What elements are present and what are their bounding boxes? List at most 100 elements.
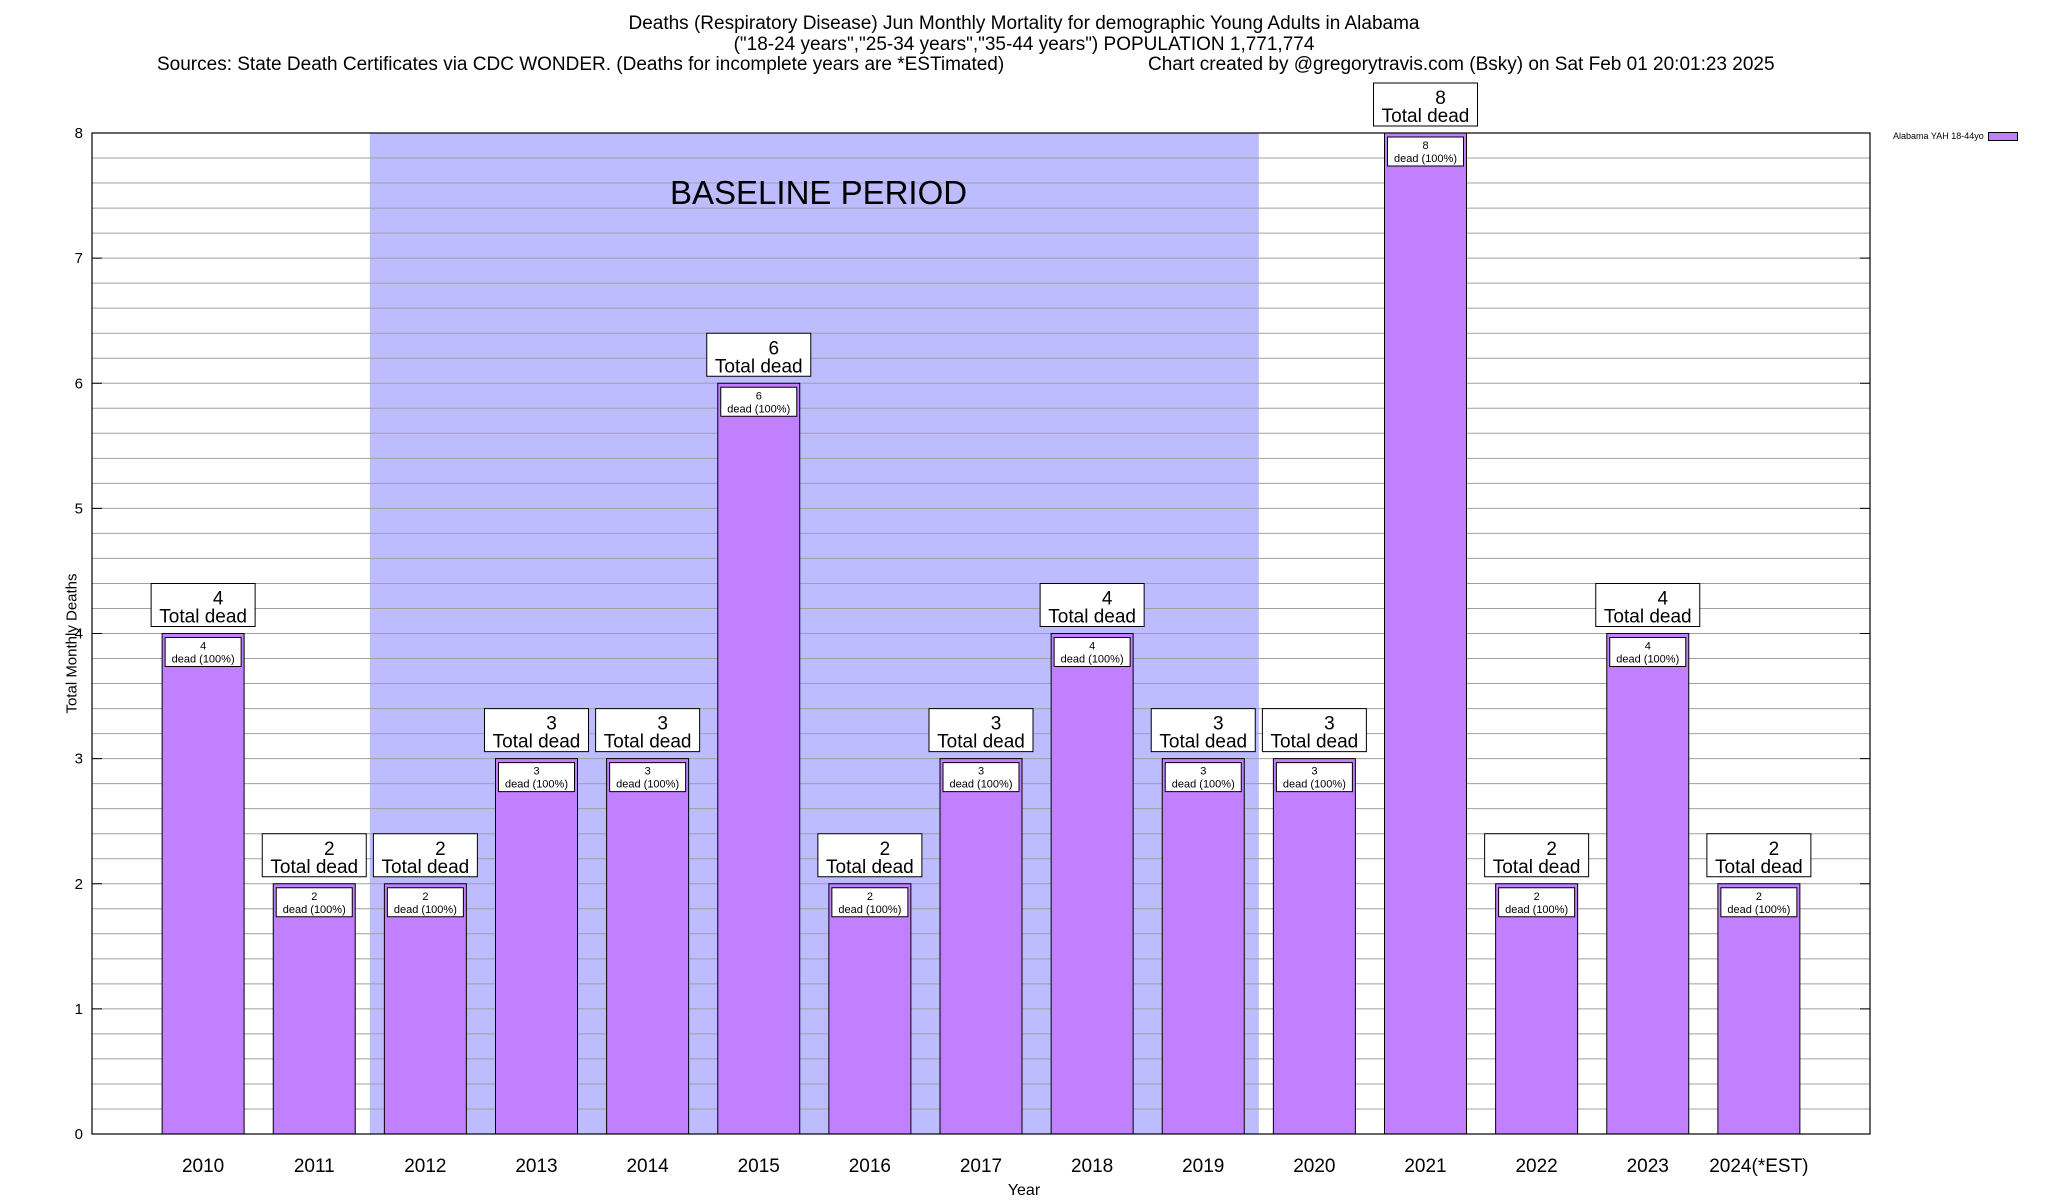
y-tick-label: 8 xyxy=(75,125,83,142)
bar-inner-label-box xyxy=(1720,887,1798,918)
bar-total-label: Total dead xyxy=(159,607,247,628)
x-tick-label: 2018 xyxy=(1071,1156,1113,1177)
bar-inner-label-box xyxy=(609,762,687,793)
bar-inner-label: dead (100%) xyxy=(1394,153,1457,165)
bar xyxy=(272,883,356,1135)
bar-total-label-box xyxy=(261,833,367,878)
bar-inner-label-box xyxy=(1164,762,1242,793)
bar-inner-value: 4 xyxy=(200,641,206,653)
bar-total-label-box xyxy=(1373,82,1478,127)
bar-total-label: Total dead xyxy=(1604,607,1692,628)
bar-inner-label: dead (100%) xyxy=(1727,904,1790,916)
bar-total-value: 3 xyxy=(991,714,1002,735)
bar-total-label-box xyxy=(484,708,589,753)
x-tick-label: 2019 xyxy=(1182,1156,1224,1177)
bar-inner-value: 2 xyxy=(1534,891,1540,903)
bar-inner-value: 3 xyxy=(1311,766,1317,778)
bar-inner-value: 2 xyxy=(1756,891,1762,903)
bar-total-label: Total dead xyxy=(270,857,358,878)
bar-inner-label-box xyxy=(720,386,798,417)
bar-total-label-box xyxy=(817,833,923,878)
baseline-period-label: BASELINE PERIOD xyxy=(670,174,968,211)
x-tick-label: 2020 xyxy=(1293,1156,1335,1177)
bar xyxy=(828,883,912,1135)
x-tick-label: 2017 xyxy=(960,1156,1002,1177)
x-tick-label: 2021 xyxy=(1404,1156,1446,1177)
bar-total-label: Total dead xyxy=(604,732,692,753)
bar-total-label: Total dead xyxy=(1048,607,1136,628)
bar-inner-label: dead (100%) xyxy=(1172,779,1235,791)
bar-inner-label: dead (100%) xyxy=(1061,654,1124,666)
bar-total-value: 4 xyxy=(1102,589,1113,610)
x-tick-label: 2010 xyxy=(182,1156,224,1177)
bar xyxy=(1050,633,1134,1135)
bar-inner-value: 3 xyxy=(1200,766,1206,778)
bar-inner-label: dead (100%) xyxy=(1616,654,1679,666)
bar-total-value: 2 xyxy=(1769,839,1780,860)
bar-inner-label: dead (100%) xyxy=(394,904,457,916)
bar-total-label: Total dead xyxy=(715,356,803,377)
y-tick-label: 7 xyxy=(75,250,83,267)
legend: Alabama YAH 18-44yo xyxy=(1893,131,2018,142)
bar-inner-label: dead (100%) xyxy=(172,654,235,666)
bar-total-label-box xyxy=(1484,833,1590,878)
bar xyxy=(1606,633,1690,1135)
bar-total-label-box xyxy=(372,833,478,878)
bar xyxy=(161,633,245,1135)
bar xyxy=(495,758,578,1135)
bar xyxy=(1495,883,1579,1135)
bar-inner-value: 8 xyxy=(1422,140,1428,152)
bar-inner-value: 4 xyxy=(1645,641,1651,653)
bar-inner-label: dead (100%) xyxy=(1283,779,1346,791)
bar-total-value: 3 xyxy=(546,714,557,735)
bar-total-value: 3 xyxy=(657,714,668,735)
bar xyxy=(717,382,801,1135)
y-tick-label: 1 xyxy=(75,1001,83,1018)
bar xyxy=(1272,758,1356,1135)
bar-inner-label: dead (100%) xyxy=(505,779,568,791)
legend-label: Alabama YAH 18-44yo xyxy=(1893,131,1984,141)
bar-total-label: Total dead xyxy=(1271,732,1359,753)
y-axis-label: Total Monthly Deaths xyxy=(63,573,81,714)
bar-inner-label: dead (100%) xyxy=(1505,904,1568,916)
bar-total-label-box xyxy=(1039,583,1145,627)
bar-total-value: 2 xyxy=(435,839,446,860)
x-tick-label: 2022 xyxy=(1515,1156,1557,1177)
bar-inner-label-box xyxy=(1053,637,1131,667)
bar-total-value: 4 xyxy=(1657,589,1668,610)
x-tick-label: 2014 xyxy=(626,1156,669,1177)
bar-inner-label-box xyxy=(275,887,353,918)
x-axis-label: Year xyxy=(1007,1182,1041,1199)
bar-inner-value: 2 xyxy=(311,891,317,903)
bar-inner-value: 4 xyxy=(1089,641,1095,653)
bar-inner-label: dead (100%) xyxy=(283,904,346,916)
bar-inner-value: 3 xyxy=(645,766,651,778)
bar-inner-label-box xyxy=(498,762,575,793)
bar-total-label: Total dead xyxy=(493,732,581,753)
y-tick-label: 0 xyxy=(75,1126,83,1143)
bar-inner-value: 6 xyxy=(756,390,762,402)
bar-inner-label: dead (100%) xyxy=(838,904,901,916)
bar-inner-label-box xyxy=(831,887,909,918)
bar-total-label-box xyxy=(150,583,256,627)
bar-inner-label-box xyxy=(942,762,1020,793)
x-tick-label: 2012 xyxy=(404,1156,446,1177)
bar-total-label-box xyxy=(1261,708,1367,753)
bar-inner-label: dead (100%) xyxy=(950,779,1013,791)
bar-total-label: Total dead xyxy=(1159,732,1247,753)
bar-total-value: 2 xyxy=(880,839,891,860)
bar-total-label-box xyxy=(928,708,1034,753)
bar-total-label: Total dead xyxy=(1715,857,1803,878)
bar-inner-label-box xyxy=(164,637,242,667)
bar xyxy=(1384,132,1467,1135)
plot-frame xyxy=(91,132,1871,1135)
chart-subtitle: ("18-24 years","25-34 years","35-44 year… xyxy=(733,34,1315,55)
chart-credit: Chart created by @gregorytravis.com (Bsk… xyxy=(1148,54,1775,75)
bar-inner-label: dead (100%) xyxy=(616,779,679,791)
x-tick-label: 2015 xyxy=(738,1156,780,1177)
bar-total-value: 3 xyxy=(1213,714,1224,735)
x-tick-label: 2016 xyxy=(849,1156,891,1177)
bar-total-value: 2 xyxy=(1546,839,1557,860)
bar-total-value: 6 xyxy=(768,338,779,359)
x-tick-label: 2024(*EST) xyxy=(1709,1156,1808,1177)
